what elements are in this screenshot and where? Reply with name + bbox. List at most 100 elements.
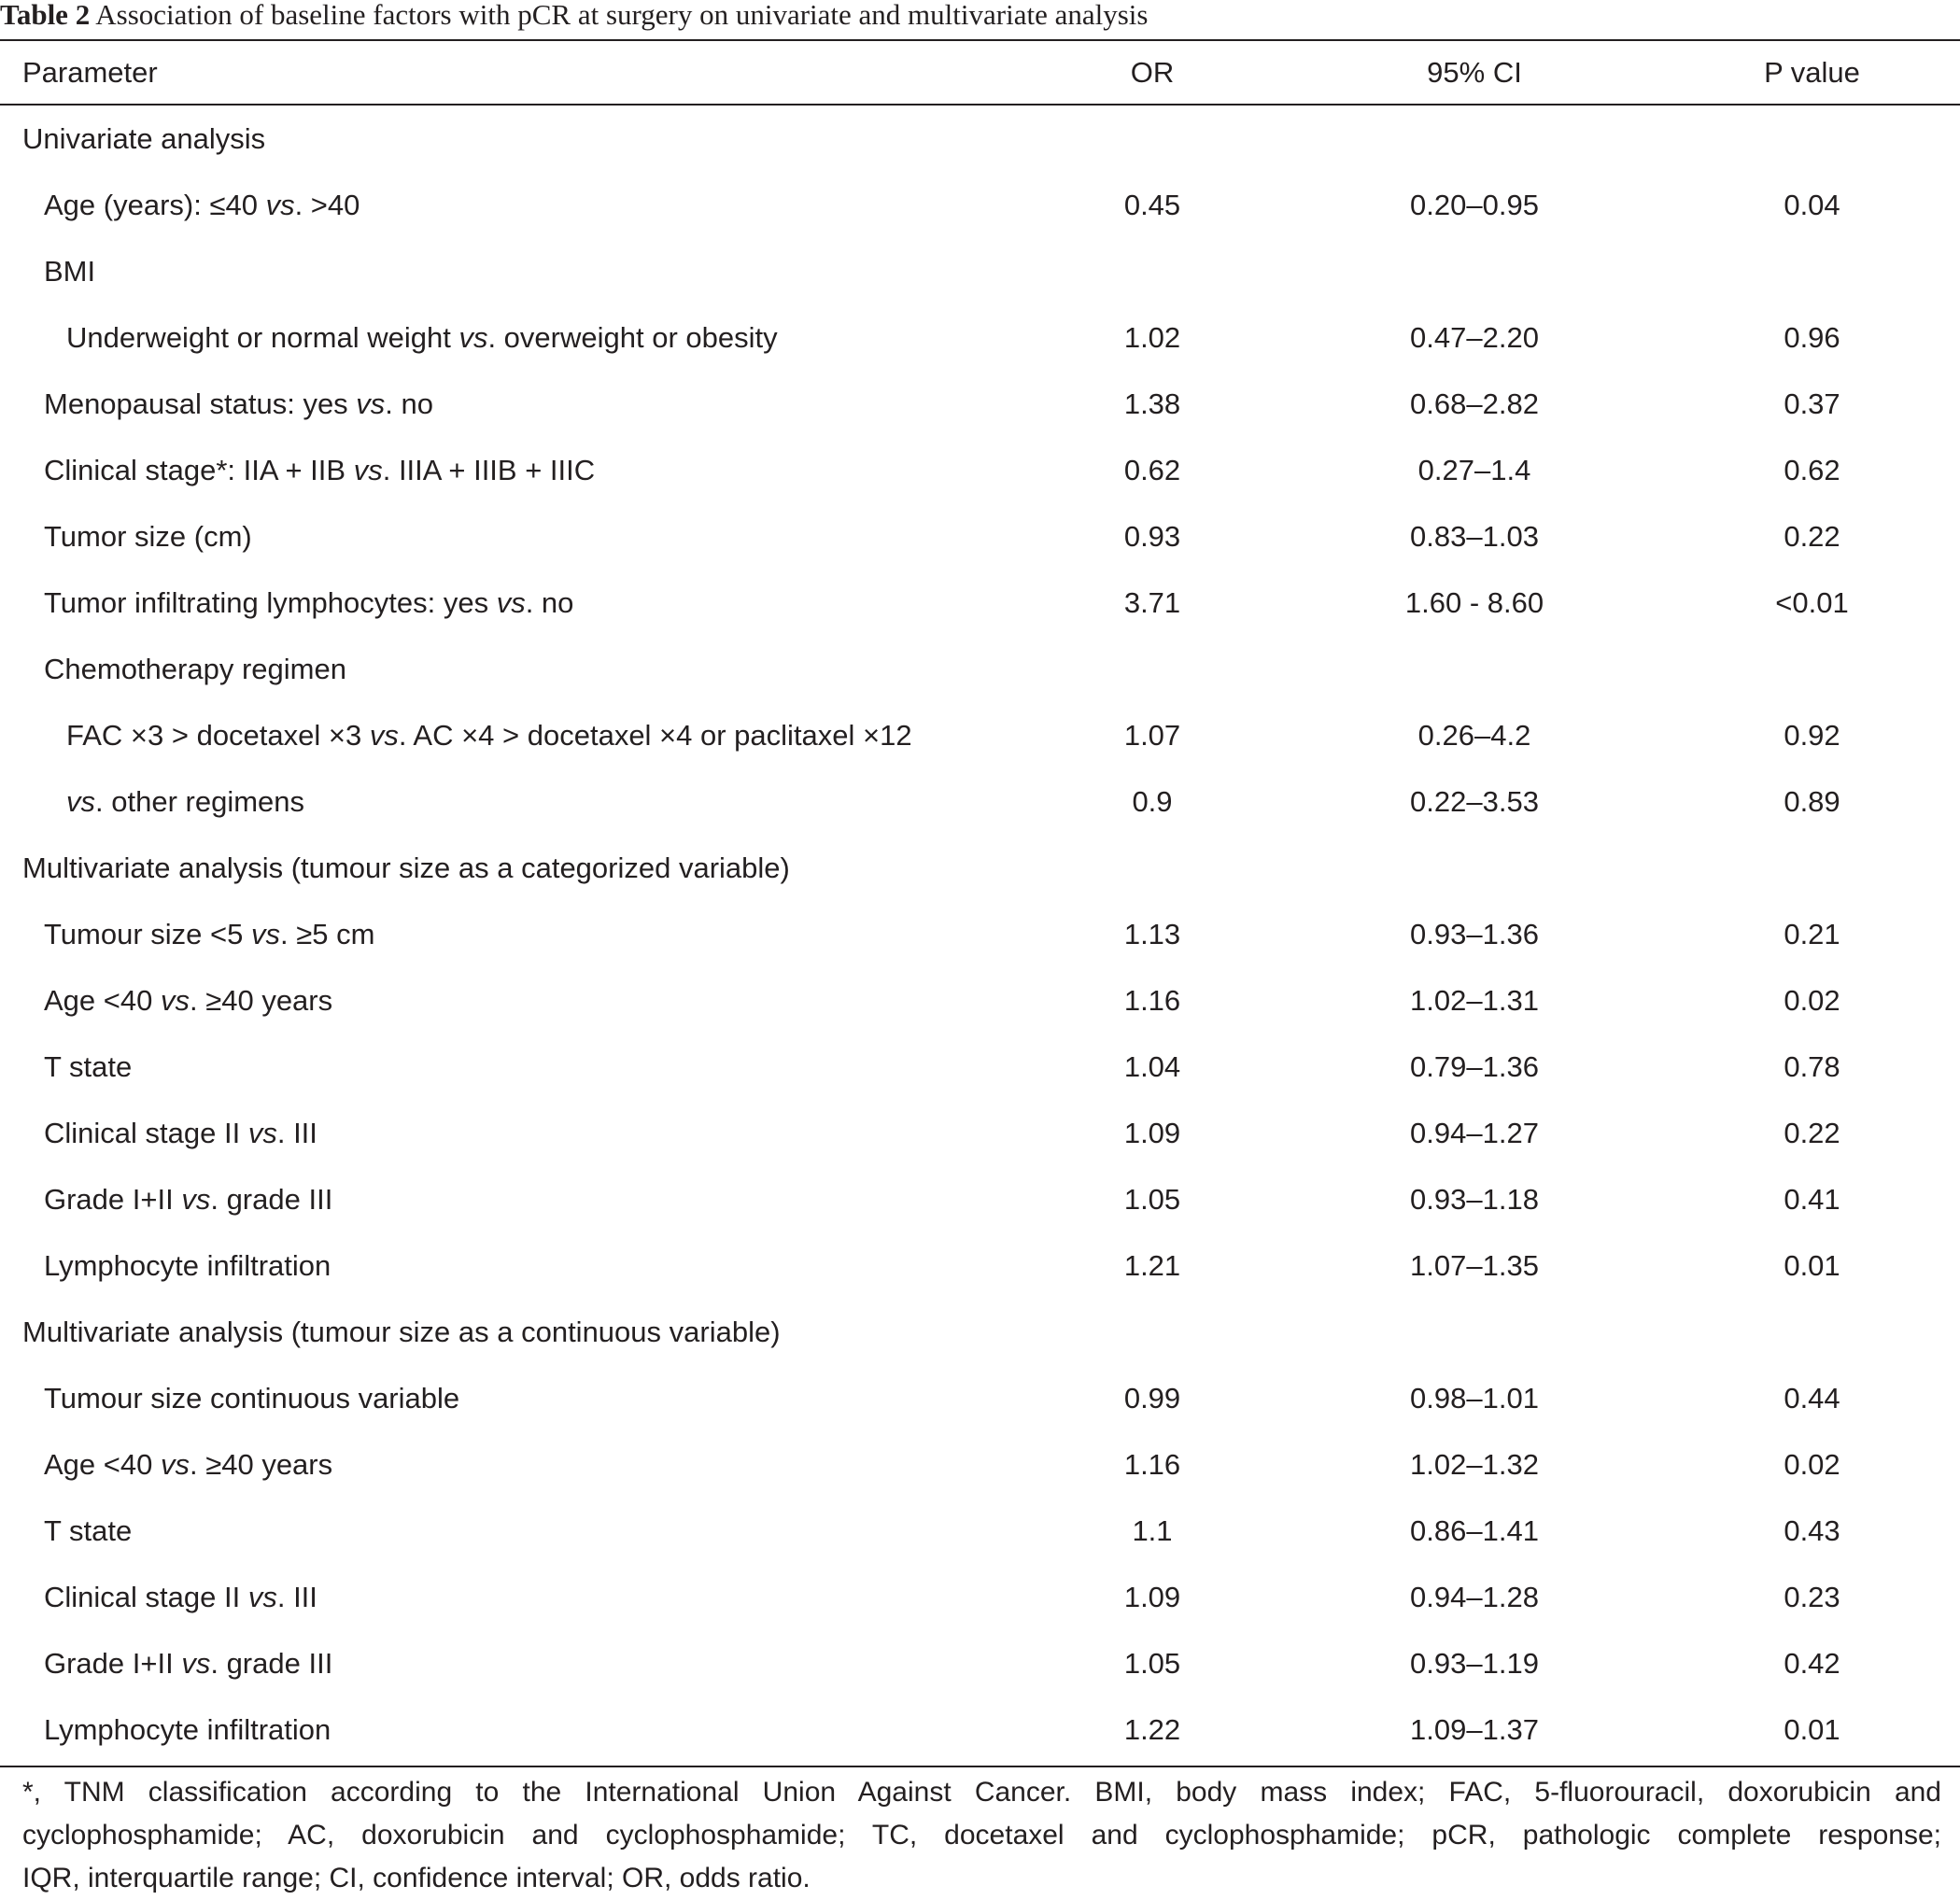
row-p-value: 0.89 xyxy=(1784,784,1840,818)
row-or: 1.05 xyxy=(1123,1646,1181,1680)
row-parameter: Tumour size continuous variable xyxy=(44,1381,460,1414)
row-or: 0.62 xyxy=(1123,453,1181,486)
row-or xyxy=(1020,835,1285,901)
row-p-value: <0.01 xyxy=(1775,585,1849,619)
table-row: Tumour size <5 vs. ≥5 cm 1.13 0.93–1.36 0.2… xyxy=(0,901,1960,967)
row-or: 0.45 xyxy=(1123,188,1181,221)
row-or: 0.99 xyxy=(1123,1381,1181,1414)
row-ci xyxy=(1285,636,1664,702)
row-parameter: Grade I+II vs. grade III xyxy=(44,1646,333,1680)
table-row: Underweight or normal weight vs. overwei… xyxy=(0,304,1960,371)
header-or: OR xyxy=(1130,55,1175,89)
row-ci xyxy=(1285,835,1664,901)
table-footnote: *, TNM classification according to the I… xyxy=(22,1771,1941,1900)
row-p-value: 0.01 xyxy=(1784,1248,1840,1282)
row-or: 1.21 xyxy=(1123,1248,1181,1282)
row-ci: 0.26–4.2 xyxy=(1417,718,1531,752)
row-p-value: 0.02 xyxy=(1784,983,1840,1017)
row-or: 3.71 xyxy=(1123,585,1181,619)
row-ci: 0.20–0.95 xyxy=(1410,188,1539,221)
row-parameter: Multivariate analysis (tumour size as a … xyxy=(22,851,790,884)
row-p-value: 0.62 xyxy=(1784,453,1840,486)
section-row: Univariate analysis xyxy=(0,106,1960,172)
row-or: 1.05 xyxy=(1123,1182,1181,1216)
row-ci: 1.02–1.31 xyxy=(1410,983,1539,1017)
row-p-value xyxy=(1664,238,1960,304)
section-row: BMI xyxy=(0,238,1960,304)
section-row: Multivariate analysis (tumour size as a … xyxy=(0,835,1960,901)
row-parameter: Age (years): ≤40 vs. >40 xyxy=(44,188,360,221)
row-or: 1.16 xyxy=(1123,983,1181,1017)
row-or: 1.09 xyxy=(1123,1116,1181,1149)
table-body: Univariate analysis Age (years): ≤40 vs. … xyxy=(0,106,1960,1763)
row-parameter: Chemotherapy regimen xyxy=(44,652,346,685)
row-ci: 0.27–1.4 xyxy=(1417,453,1531,486)
row-or: 1.04 xyxy=(1123,1049,1181,1083)
row-parameter: BMI xyxy=(44,254,96,288)
row-or xyxy=(1020,1299,1285,1365)
row-ci: 0.93–1.18 xyxy=(1410,1182,1539,1216)
table-row: Tumour size continuous variable 0.99 0.98–… xyxy=(0,1365,1960,1431)
row-ci: 0.47–2.20 xyxy=(1410,320,1539,354)
header-rule xyxy=(0,104,1960,106)
row-p-value: 0.41 xyxy=(1784,1182,1840,1216)
row-or: 1.22 xyxy=(1123,1712,1181,1746)
row-ci: 1.60 - 8.60 xyxy=(1404,585,1544,619)
row-parameter: Age <40 vs. ≥40 years xyxy=(44,983,333,1017)
table-caption-text: Association of baseline factors with pCR… xyxy=(95,0,1149,31)
row-ci: 0.86–1.41 xyxy=(1410,1513,1539,1547)
row-parameter: FAC ×3 > docetaxel ×3 vs. AC ×4 > doceta… xyxy=(66,718,912,752)
table-row: Clinical stage II vs. III 1.09 0.94–1.27 0.… xyxy=(0,1100,1960,1166)
row-ci: 0.98–1.01 xyxy=(1410,1381,1539,1414)
bottom-rule xyxy=(0,1766,1960,1767)
row-parameter: Age <40 vs. ≥40 years xyxy=(44,1447,333,1481)
row-parameter: Clinical stage II vs. III xyxy=(44,1116,317,1149)
row-parameter: Lymphocyte infiltration xyxy=(44,1712,331,1746)
row-p-value: 0.43 xyxy=(1784,1513,1840,1547)
row-or xyxy=(1020,106,1285,172)
table-row: Tumor infiltrating lymphocytes: yes vs. … xyxy=(0,570,1960,636)
row-ci: 0.79–1.36 xyxy=(1410,1049,1539,1083)
table-row: FAC ×3 > docetaxel ×3 vs. AC ×4 > doceta… xyxy=(0,702,1960,768)
table-row: Clinical stage*: IIA + IIB vs. IIIA + II… xyxy=(0,437,1960,503)
row-p-value: 0.01 xyxy=(1784,1712,1840,1746)
row-p-value xyxy=(1664,1299,1960,1365)
row-p-value: 0.22 xyxy=(1784,1116,1840,1149)
row-p-value: 0.44 xyxy=(1784,1381,1840,1414)
row-ci: 1.09–1.37 xyxy=(1410,1712,1539,1746)
table-row: Age (years): ≤40 vs. >40 0.45 0.20–0.95 0.0… xyxy=(0,172,1960,238)
row-ci: 1.07–1.35 xyxy=(1410,1248,1539,1282)
row-parameter: vs. other regimens xyxy=(66,784,305,818)
row-or: 1.07 xyxy=(1123,718,1181,752)
row-parameter: Tumor infiltrating lymphocytes: yes vs. … xyxy=(44,585,574,619)
row-parameter: Multivariate analysis (tumour size as a … xyxy=(22,1315,781,1348)
header-row: Parameter OR 95% CI P value xyxy=(0,41,1960,104)
row-parameter: Tumor size (cm) xyxy=(44,519,252,553)
section-row: Chemotherapy regimen xyxy=(0,636,1960,702)
row-p-value: 0.37 xyxy=(1784,387,1840,420)
table-row: Lymphocyte infiltration 1.22 1.09–1.37 0.01 xyxy=(0,1696,1960,1763)
section-row: Multivariate analysis (tumour size as a … xyxy=(0,1299,1960,1365)
table-row: T state 1.04 0.79–1.36 0.78 xyxy=(0,1034,1960,1100)
row-p-value: 0.21 xyxy=(1784,917,1840,950)
row-or: 0.9 xyxy=(1132,784,1173,818)
row-or xyxy=(1020,636,1285,702)
row-p-value: 0.23 xyxy=(1784,1580,1840,1613)
footnote-line: cyclophosphamide; AC, doxorubicin and cy… xyxy=(22,1820,1941,1851)
table-caption-label: Table 2 xyxy=(0,0,91,31)
row-or: 0.93 xyxy=(1123,519,1181,553)
row-parameter: Tumour size <5 vs. ≥5 cm xyxy=(44,917,375,950)
row-ci: 0.94–1.27 xyxy=(1410,1116,1539,1149)
row-parameter: T state xyxy=(44,1049,133,1083)
row-ci xyxy=(1285,1299,1664,1365)
row-parameter: Lymphocyte infiltration xyxy=(44,1248,331,1282)
footnote-line: IQR, interquartile range; CI, confidence… xyxy=(22,1863,811,1893)
row-or: 1.16 xyxy=(1123,1447,1181,1481)
table-row: vs. other regimens 0.9 0.22–3.53 0.89 xyxy=(0,768,1960,835)
header-ci: 95% CI xyxy=(1427,55,1522,89)
top-rule xyxy=(0,39,1960,41)
footnote-line: *, TNM classification according to the I… xyxy=(22,1777,1941,1808)
row-or xyxy=(1020,238,1285,304)
table-row: Clinical stage II vs. III 1.09 0.94–1.28 0.… xyxy=(0,1564,1960,1630)
row-p-value: 0.22 xyxy=(1784,519,1840,553)
